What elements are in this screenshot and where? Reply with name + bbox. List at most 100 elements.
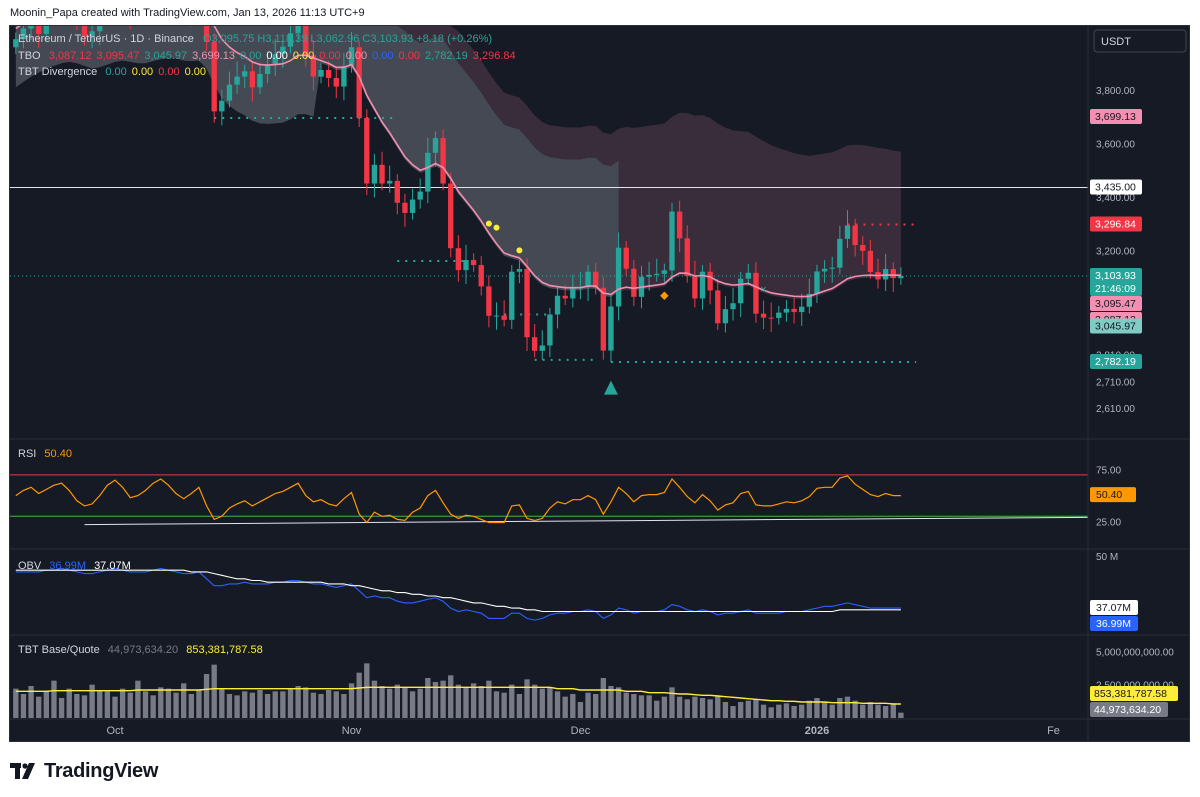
volume-bar[interactable]	[776, 704, 782, 718]
candle-body[interactable]	[646, 274, 652, 277]
volume-bar[interactable]	[745, 700, 751, 718]
volume-bar[interactable]	[676, 696, 683, 718]
volume-bar[interactable]	[364, 663, 370, 718]
candle-body[interactable]	[585, 271, 591, 288]
volume-bar[interactable]	[432, 682, 439, 718]
volume-bar[interactable]	[264, 694, 271, 718]
legend-symbol-line[interactable]: Ethereum / TetherUS · 1D · Binance O3,09…	[18, 33, 492, 45]
volume-bar[interactable]	[13, 688, 19, 718]
volume-bar[interactable]	[43, 691, 50, 718]
volume-bar[interactable]	[799, 704, 805, 718]
candle-body[interactable]	[211, 41, 217, 112]
volume-bar[interactable]	[280, 691, 286, 718]
volume-bar[interactable]	[608, 686, 614, 718]
volume-bar[interactable]	[493, 691, 500, 718]
candle-body[interactable]	[737, 278, 744, 304]
volume-bar[interactable]	[142, 691, 149, 718]
volume-bar[interactable]	[768, 707, 774, 718]
candle-body[interactable]	[745, 272, 751, 279]
candle-body[interactable]	[402, 202, 408, 213]
candle-body[interactable]	[539, 345, 545, 351]
candle-body[interactable]	[860, 244, 866, 251]
candle-body[interactable]	[425, 152, 431, 192]
candle-body[interactable]	[203, 26, 210, 42]
candle-body[interactable]	[470, 259, 477, 266]
volume-bar[interactable]	[348, 683, 355, 718]
volume-bar[interactable]	[28, 686, 34, 718]
candle-body[interactable]	[348, 47, 355, 66]
trading-chart[interactable]: × 2,610.002,710.002,810.003,200.003,400.…	[10, 26, 1189, 741]
candle-body[interactable]	[707, 271, 713, 291]
volume-bar[interactable]	[242, 691, 248, 718]
candle-body[interactable]	[531, 337, 538, 351]
volume-bar[interactable]	[402, 687, 408, 718]
candle-body[interactable]	[295, 26, 301, 34]
candle-body[interactable]	[333, 77, 339, 87]
candle-body[interactable]	[409, 199, 416, 213]
volume-bar[interactable]	[74, 694, 80, 718]
candle-body[interactable]	[753, 272, 759, 314]
candle-body[interactable]	[814, 271, 820, 294]
volume-bar[interactable]	[890, 703, 896, 718]
volume-bar[interactable]	[554, 691, 561, 718]
volume-bar[interactable]	[623, 692, 629, 718]
volume-bar[interactable]	[570, 694, 576, 718]
volume-bar[interactable]	[387, 688, 393, 718]
candle-body[interactable]	[768, 317, 774, 319]
volume-bar[interactable]	[791, 706, 797, 718]
candle-body[interactable]	[81, 26, 88, 37]
volume-bar[interactable]	[394, 684, 400, 718]
candle-body[interactable]	[219, 100, 225, 112]
chart-frame[interactable]: × 2,610.002,710.002,810.003,200.003,400.…	[9, 25, 1190, 742]
currency-button[interactable]: USDT	[1093, 29, 1187, 53]
volume-bar[interactable]	[516, 694, 523, 718]
candle-body[interactable]	[486, 286, 492, 316]
volume-bar[interactable]	[875, 704, 881, 718]
candle-body[interactable]	[272, 53, 278, 65]
volume-bar[interactable]	[478, 686, 484, 718]
volume-bar[interactable]	[631, 694, 637, 718]
volume-bar[interactable]	[684, 699, 690, 718]
candle-body[interactable]	[692, 275, 698, 299]
candle-body[interactable]	[463, 259, 469, 271]
obv-legend[interactable]: OBV 36.99M 37.07M	[18, 560, 131, 572]
volume-bar[interactable]	[119, 688, 126, 718]
volume-bar[interactable]	[661, 696, 668, 718]
volume-bar[interactable]	[310, 692, 317, 718]
volume-bar[interactable]	[97, 690, 103, 718]
candle-body[interactable]	[43, 26, 50, 34]
candle-body[interactable]	[890, 269, 896, 279]
candle-body[interactable]	[432, 138, 439, 153]
volume-bar[interactable]	[272, 691, 278, 718]
volume-bar[interactable]	[486, 680, 492, 718]
candle-body[interactable]	[501, 315, 507, 320]
candle-body[interactable]	[371, 164, 378, 184]
candle-body[interactable]	[516, 269, 523, 272]
candle-body[interactable]	[608, 306, 614, 351]
candle-body[interactable]	[631, 268, 637, 297]
volume-bar[interactable]	[615, 687, 622, 718]
volume-bar[interactable]	[112, 696, 118, 718]
volume-bar[interactable]	[303, 687, 309, 718]
volume-bar[interactable]	[501, 692, 507, 718]
candle-body[interactable]	[547, 314, 553, 346]
candle-body[interactable]	[844, 225, 851, 239]
volume-bar[interactable]	[539, 688, 545, 718]
volume-bar[interactable]	[249, 692, 256, 718]
candle-body[interactable]	[615, 247, 622, 307]
volume-bar[interactable]	[409, 691, 416, 718]
candle-body[interactable]	[264, 64, 271, 74]
volume-bar[interactable]	[325, 690, 332, 718]
candle-body[interactable]	[730, 303, 736, 310]
volume-bar[interactable]	[837, 698, 843, 718]
volume-bar[interactable]	[440, 680, 446, 718]
volume-bar[interactable]	[417, 688, 423, 718]
volume-bar[interactable]	[20, 694, 27, 718]
volume-legend[interactable]: TBT Base/Quote 44,973,634.20 853,381,787…	[18, 644, 263, 656]
price-badge-tbo3[interactable]: 3,045.97	[1090, 318, 1142, 334]
candle-body[interactable]	[898, 275, 904, 279]
volume-bar[interactable]	[135, 680, 141, 718]
candle-body[interactable]	[509, 271, 515, 320]
volume-bar[interactable]	[181, 683, 187, 718]
volume-bar[interactable]	[730, 706, 736, 718]
